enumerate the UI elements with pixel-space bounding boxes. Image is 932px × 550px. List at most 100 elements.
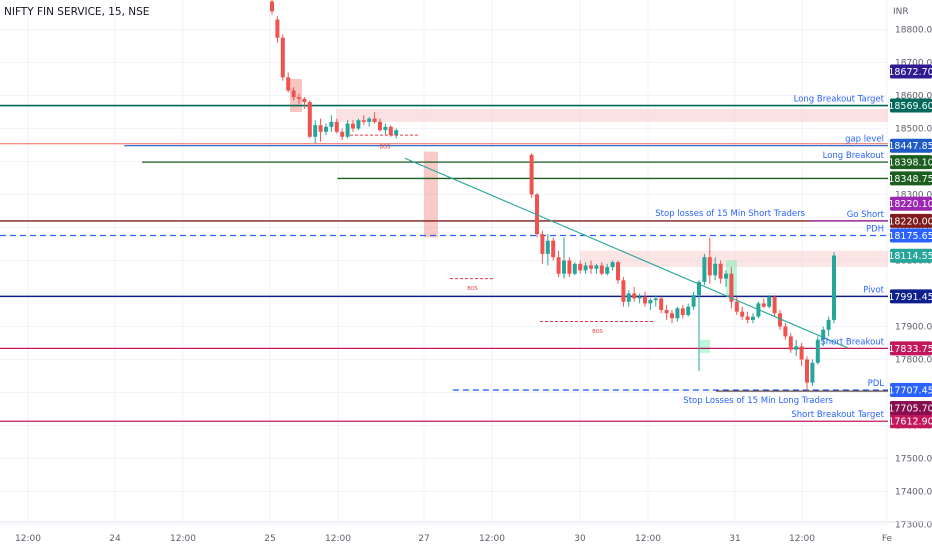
candle <box>556 250 561 277</box>
candle <box>632 286 637 302</box>
candle <box>783 323 788 340</box>
price-badge: 18569.60 <box>888 98 932 113</box>
candle-body <box>799 346 804 360</box>
y-tick-label: 18500.00 <box>895 125 932 135</box>
candle-body <box>572 263 577 274</box>
candle <box>767 295 772 309</box>
price-badge: 18672.70 <box>888 64 932 79</box>
y-tick-label: 18800.00 <box>895 26 932 36</box>
candle <box>307 100 312 139</box>
candle <box>551 237 556 261</box>
candle <box>297 93 301 104</box>
candle-body <box>599 265 604 274</box>
candle <box>589 260 593 274</box>
candle-body <box>724 273 728 279</box>
candle <box>545 234 550 266</box>
candle-body <box>637 296 642 299</box>
x-tick-label: 30 <box>574 534 586 544</box>
price-badge-bg <box>890 98 932 113</box>
candle-body <box>772 296 777 314</box>
candle <box>637 293 642 304</box>
candle <box>394 128 399 139</box>
bos-label: BOS <box>467 286 477 292</box>
price-badge: 17707.45 <box>888 383 932 398</box>
y-tick-label: 18700.00 <box>895 59 932 69</box>
price-badge: 18398.10 <box>888 155 932 170</box>
candle-body <box>702 257 707 282</box>
price-badge: 18220.00 <box>888 213 932 228</box>
candle-body <box>686 306 691 315</box>
candle-body <box>302 98 307 103</box>
candle <box>275 16 280 43</box>
candle <box>291 87 296 101</box>
level-label: Short Breakout Target <box>791 410 884 420</box>
level-label: PDH <box>866 225 884 235</box>
candle <box>740 306 745 320</box>
candle-body <box>680 308 685 315</box>
candle <box>648 298 653 310</box>
price-badge-bg <box>890 401 932 416</box>
x-tick-label: 24 <box>109 534 121 544</box>
candle-body <box>297 97 301 99</box>
candle <box>772 295 777 317</box>
candles <box>270 0 836 391</box>
candle-body <box>729 273 734 302</box>
price-badge-bg <box>890 228 932 243</box>
candle <box>670 310 674 324</box>
level-label: Long Breakout Target <box>794 95 885 105</box>
candle-body <box>707 257 712 276</box>
candle-body <box>367 118 372 122</box>
price-badge-value: 17833.75 <box>888 344 932 355</box>
candle <box>599 262 604 276</box>
candle <box>815 336 820 365</box>
candle <box>691 291 696 310</box>
y-tick-label: 18300.00 <box>895 191 932 201</box>
candle-body <box>794 346 799 350</box>
price-badge-bg <box>890 155 932 170</box>
candle <box>313 120 318 144</box>
level-label: PDL <box>868 379 885 389</box>
demand-zone-2 <box>700 339 710 353</box>
price-badge-value: 18348.75 <box>888 174 932 185</box>
x-tick-label: 12:00 <box>170 534 196 544</box>
candle-body <box>659 298 664 310</box>
candle <box>686 303 691 317</box>
x-tick-label: Fe <box>882 534 893 544</box>
candle-body <box>583 265 588 271</box>
price-badge-bg <box>890 248 932 263</box>
chart-grid <box>0 0 888 525</box>
candle <box>713 257 718 281</box>
candle <box>351 120 355 132</box>
candle-body <box>761 303 766 307</box>
price-badge: 18175.65 <box>888 228 932 243</box>
candle-body <box>378 121 382 131</box>
y-tick-label: 18200.00 <box>895 224 932 234</box>
x-tick-label: 12:00 <box>479 534 505 544</box>
candle-body <box>805 359 809 383</box>
candle-body <box>361 120 366 122</box>
candle-body <box>529 154 534 195</box>
candle-body <box>356 120 361 129</box>
x-tick-label: 12:00 <box>635 534 661 544</box>
price-badge-value: 17991.45 <box>888 292 932 303</box>
price-badge: 17705.70 <box>888 401 932 416</box>
candle <box>286 72 291 93</box>
candle <box>702 253 707 286</box>
candle <box>745 311 750 324</box>
candle <box>583 262 588 274</box>
candle <box>724 270 728 287</box>
price-badge: 18447.85 <box>888 138 932 153</box>
candle-body <box>734 301 739 312</box>
x-tick-label: 31 <box>729 534 740 544</box>
price-badge-value: 18175.65 <box>888 231 932 242</box>
candle-body <box>394 130 399 136</box>
candle <box>821 326 826 347</box>
candle-body <box>643 296 647 304</box>
candle-body <box>740 311 745 317</box>
candle <box>334 118 339 134</box>
level-label: Short Breakout <box>820 337 884 347</box>
currency-label: INR <box>893 7 909 17</box>
candle <box>778 310 782 330</box>
time-axis[interactable]: 12:00 24 12:00 25 12:00 27 12:00 30 12:00 31 12:00… <box>15 534 893 544</box>
